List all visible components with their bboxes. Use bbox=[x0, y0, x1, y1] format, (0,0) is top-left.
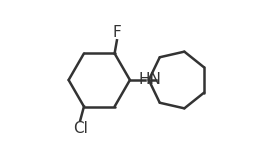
Text: Cl: Cl bbox=[73, 121, 88, 136]
Text: F: F bbox=[113, 24, 121, 40]
Text: HN: HN bbox=[139, 72, 161, 88]
